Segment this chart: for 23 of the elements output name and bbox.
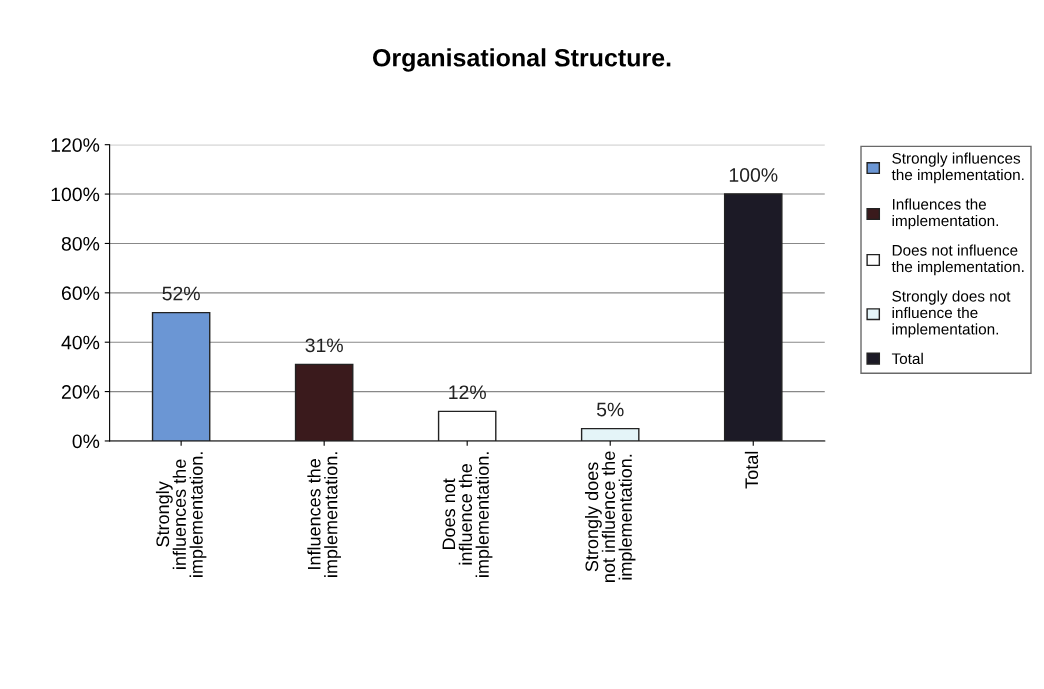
y-tick-label: 40%: [61, 335, 100, 350]
y-tick-label: 120%: [51, 138, 100, 152]
x-tick-label: Influences the implementation.: [307, 452, 341, 577]
x-tick-label: Strongly does not influence the implementation.: [584, 451, 636, 582]
data-label: 52%: [162, 286, 200, 301]
y-tick-label: 80%: [61, 236, 100, 251]
y-tick-label: 0%: [72, 434, 100, 449]
data-label: 31%: [305, 338, 343, 353]
legend-label: Strongly influences the implementation.: [891, 152, 1024, 184]
x-tick-label: Total: [744, 451, 759, 489]
y-tick-label: 20%: [61, 385, 100, 399]
data-label: 5%: [596, 402, 624, 417]
legend-label: Influences the implementation.: [892, 198, 999, 230]
chart-title: Organisational Structure.: [373, 48, 671, 72]
data-label: 12%: [449, 385, 486, 400]
y-tick-label: 100%: [51, 187, 100, 202]
x-tick-label: Does not influence the implementation.: [442, 452, 493, 577]
legend-label: Strongly does not influence the implementation.: [892, 290, 1011, 338]
data-label: 100%: [729, 168, 778, 182]
legend-label: Total: [891, 352, 923, 365]
legend-label: Does not influence the implementation.: [891, 244, 1024, 276]
y-tick-label: 60%: [61, 286, 100, 301]
x-tick-label: Strongly influences the implementation.: [155, 452, 207, 577]
